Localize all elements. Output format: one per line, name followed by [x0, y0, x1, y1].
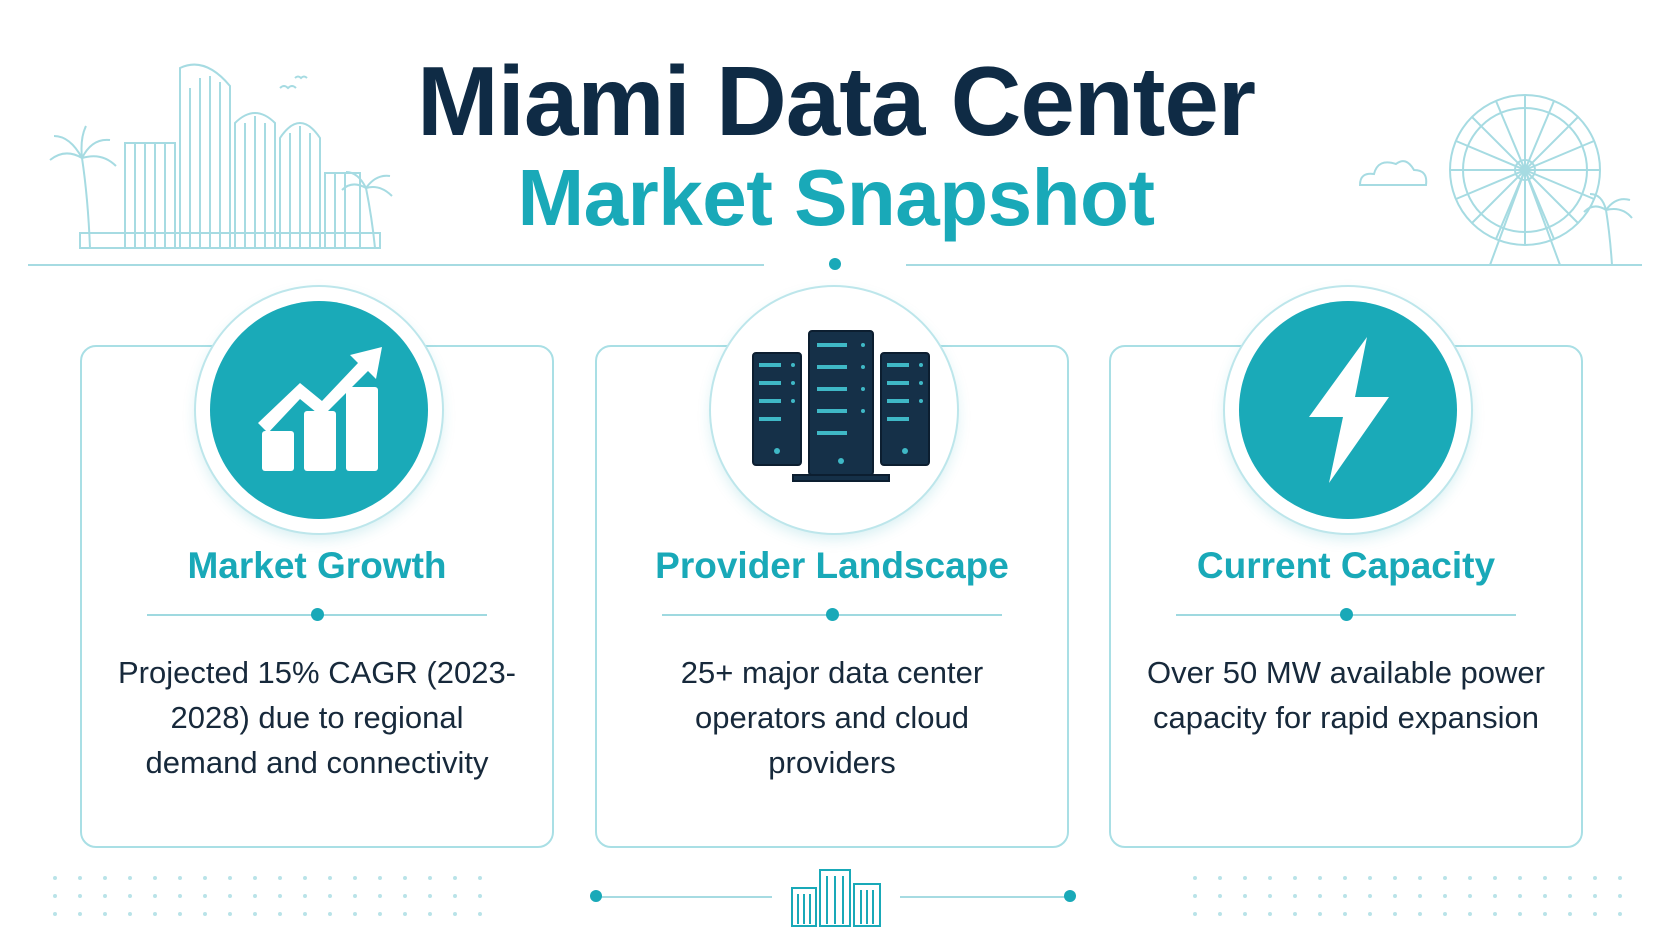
provider-landscape-icon-disc	[725, 301, 943, 519]
footer-dot-left	[590, 890, 602, 902]
footer-line-left	[596, 896, 772, 898]
growth-chart-icon	[258, 347, 382, 471]
footer-line-right	[900, 896, 1070, 898]
current-capacity-icon-disc	[1239, 301, 1457, 519]
page-subtitle: Market Snapshot	[517, 153, 1155, 242]
market-growth-icon-ring	[196, 287, 442, 533]
market-growth-title: Market Growth	[187, 545, 447, 586]
dot-grid-left	[53, 876, 482, 916]
building-icon	[791, 869, 881, 927]
server-rack-icon	[752, 330, 930, 482]
current-capacity-divider-dot	[1340, 608, 1353, 621]
market-growth-divider-dot	[311, 608, 324, 621]
provider-landscape-body: 25+ major data center operators and clou…	[680, 655, 984, 780]
provider-landscape-divider-dot	[826, 608, 839, 621]
provider-landscape-title: Provider Landscape	[655, 545, 1009, 586]
current-capacity-body: Over 50 MW available power capacity for …	[1147, 655, 1545, 735]
ferris-wheel-illustration	[1358, 94, 1633, 266]
header-divider-right	[906, 264, 1642, 266]
current-capacity-icon-ring	[1225, 287, 1471, 533]
market-growth-icon-disc	[210, 301, 428, 519]
current-capacity-title: Current Capacity	[1196, 545, 1496, 586]
dot-grid-right	[1193, 876, 1622, 916]
footer-dot-right	[1064, 890, 1076, 902]
market-growth-body: Projected 15% CAGR (2023-2028) due to re…	[117, 655, 517, 780]
lightning-bolt-icon	[1309, 337, 1389, 483]
provider-landscape-icon-ring	[711, 287, 957, 533]
header-divider-dot	[829, 258, 841, 270]
page-title: Miami Data Center	[416, 46, 1256, 156]
header-divider-left	[28, 264, 764, 266]
miami-skyline-illustration	[49, 63, 393, 249]
